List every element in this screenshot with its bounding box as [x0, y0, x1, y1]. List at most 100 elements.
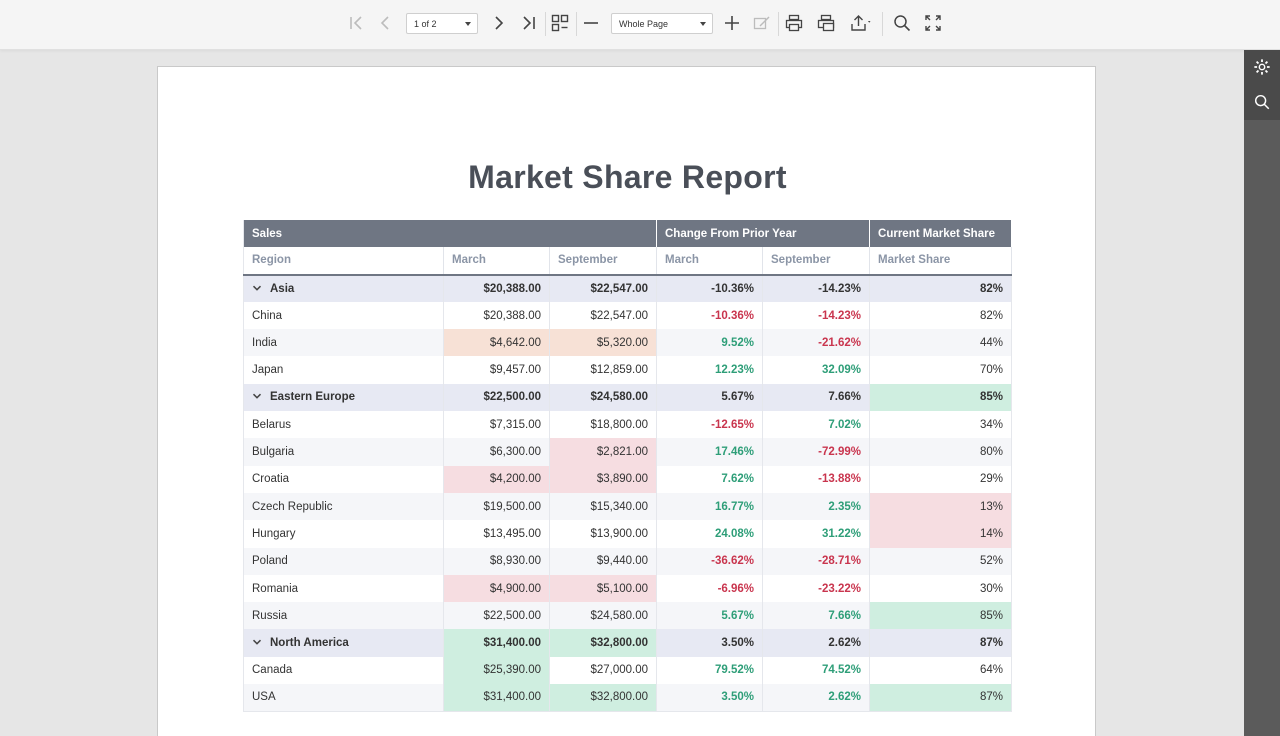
table-row: Bulgaria $6,300.00 $2,821.00 17.46% -72.99% 8…	[243, 438, 1013, 466]
region-label: Romania	[252, 582, 299, 595]
cell-chg-sept: 2.35%	[762, 492, 871, 521]
chevron-down-icon[interactable]	[252, 637, 262, 647]
cell-value: $22,547.00	[590, 309, 648, 322]
chevron-down-icon[interactable]	[252, 391, 262, 401]
edit-fields-button[interactable]	[748, 9, 776, 37]
cell-value: 16.77%	[714, 500, 754, 513]
cell-chg-march: 5.67%	[656, 602, 763, 630]
cell-value: 70%	[979, 364, 1004, 377]
group-row[interactable]: Asia $20,388.00 $22,547.00 -10.36% -14.23% 82…	[243, 274, 1013, 302]
page-selector-value: 1 of 2	[414, 18, 437, 29]
zoom-out-button[interactable]	[577, 9, 605, 37]
last-page-button[interactable]	[515, 9, 543, 37]
region-label: North America	[270, 637, 349, 650]
cell-region: Japan	[243, 356, 444, 384]
region-label: India	[252, 336, 277, 349]
cell-region: Canada	[243, 656, 444, 685]
column-header-change-september: September	[762, 247, 871, 276]
cell-region: Bulgaria	[243, 438, 444, 466]
column-header-sales-september: September	[549, 247, 657, 276]
cell-value: 79.52%	[714, 664, 754, 677]
header-group-change: Change From Prior Year	[656, 220, 871, 248]
cell-value: 13%	[979, 500, 1004, 513]
cell-value: $9,457.00	[489, 364, 541, 377]
toolbar-divider	[882, 12, 883, 36]
cell-region: China	[243, 301, 444, 330]
cell-value: $22,500.00	[483, 609, 541, 622]
search-button[interactable]	[888, 9, 916, 37]
cell-march: $22,500.00	[443, 383, 550, 412]
search-icon	[894, 15, 911, 32]
cell-march: $20,388.00	[443, 301, 550, 330]
fullscreen-button[interactable]	[919, 9, 947, 37]
cell-value: -23.22%	[818, 582, 862, 595]
parameters-tab-button[interactable]	[1250, 55, 1274, 79]
cell-region: North America	[243, 629, 444, 657]
cell-region: Croatia	[243, 465, 444, 493]
cell-september: $3,890.00	[549, 465, 657, 493]
previous-page-button[interactable]	[372, 9, 400, 37]
table-row: Poland $8,930.00 $9,440.00 -36.62% -28.71% 52…	[243, 547, 1013, 575]
region-label: Czech Republic	[252, 500, 333, 513]
page-selector[interactable]: 1 of 2	[406, 13, 478, 34]
next-page-button[interactable]	[484, 9, 512, 37]
cell-value: -10.36%	[711, 282, 754, 295]
cell-chg-sept: 7.66%	[762, 383, 871, 412]
cell-chg-sept: 32.09%	[762, 356, 871, 384]
print-page-icon	[817, 14, 835, 32]
cell-september: $22,547.00	[549, 301, 657, 330]
multipage-toggle-button[interactable]	[546, 9, 574, 37]
first-page-button[interactable]	[342, 9, 370, 37]
cell-value: 17.46%	[714, 446, 754, 459]
cell-value: $31,400.00	[483, 691, 541, 704]
cell-value: $32,800.00	[590, 637, 648, 650]
print-page-button[interactable]	[812, 9, 840, 37]
cell-share: 13%	[869, 492, 1013, 521]
cell-value: $15,340.00	[590, 500, 648, 513]
cell-value: 24.08%	[714, 527, 754, 540]
cell-value: $20,388.00	[483, 309, 541, 322]
report-toolbar: 1 of 2 Whole Page	[0, 0, 1280, 50]
cell-value: $19,500.00	[483, 500, 541, 513]
table-row: India $4,642.00 $5,320.00 9.52% -21.62% 44%	[243, 329, 1013, 357]
header-group-market-share: Current Market Share	[869, 220, 1013, 248]
cell-value: 3.50%	[721, 637, 754, 650]
cell-share: 64%	[869, 656, 1013, 685]
cell-value: 5.67%	[721, 609, 754, 622]
cell-share: 44%	[869, 329, 1013, 357]
export-button[interactable]	[844, 9, 878, 37]
cell-value: 7.66%	[828, 609, 862, 622]
search-tab-button[interactable]	[1250, 90, 1274, 114]
cell-share: 29%	[869, 465, 1013, 493]
table-row: Russia $22,500.00 $24,580.00 5.67% 7.66% 85%	[243, 602, 1013, 630]
cell-chg-march: 5.67%	[656, 383, 763, 412]
print-button[interactable]	[780, 9, 808, 37]
cell-september: $12,859.00	[549, 356, 657, 384]
region-label: Bulgaria	[252, 446, 295, 459]
zoom-in-button[interactable]	[718, 9, 746, 37]
chevron-down-icon	[465, 22, 471, 26]
cell-value: $4,900.00	[489, 582, 541, 595]
table-row: Croatia $4,200.00 $3,890.00 7.62% -13.88% 29%	[243, 465, 1013, 493]
cell-region: Hungary	[243, 520, 444, 548]
zoom-selector[interactable]: Whole Page	[611, 13, 713, 34]
cell-march: $6,300.00	[443, 438, 550, 466]
cell-chg-sept: 7.66%	[762, 602, 871, 630]
cell-value: $22,547.00	[590, 282, 648, 295]
cell-value: 82%	[979, 282, 1004, 295]
cell-chg-sept: -72.99%	[762, 438, 871, 466]
cell-chg-march: -36.62%	[656, 547, 763, 575]
cell-value: -10.36%	[711, 309, 754, 322]
table-row: Hungary $13,495.00 $13,900.00 24.08% 31.22% 1…	[243, 520, 1013, 548]
group-row[interactable]: North America $31,400.00 $32,800.00 3.50% 2.…	[243, 629, 1013, 657]
group-row[interactable]: Eastern Europe $22,500.00 $24,580.00 5.67% 7…	[243, 383, 1013, 412]
column-header-change-march: March	[656, 247, 763, 276]
cell-value: $13,900.00	[590, 527, 648, 540]
cell-value: 87%	[979, 691, 1004, 704]
chevron-down-icon[interactable]	[252, 283, 262, 293]
cell-chg-sept: -23.22%	[762, 574, 871, 603]
cell-march: $19,500.00	[443, 492, 550, 521]
cell-value: $5,100.00	[596, 582, 648, 595]
cell-march: $9,457.00	[443, 356, 550, 384]
region-label: Belarus	[252, 418, 291, 431]
